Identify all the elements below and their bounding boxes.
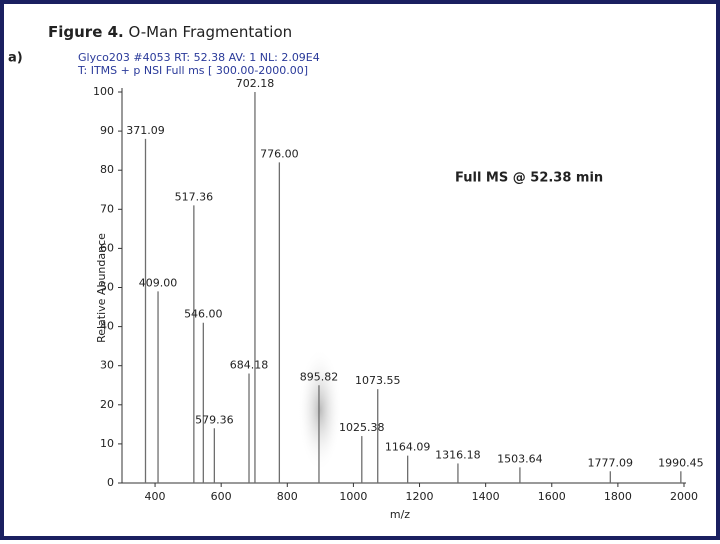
peak-label: 684.18 <box>230 359 269 372</box>
peak-label: 776.00 <box>260 147 299 160</box>
peak-label: 1025.38 <box>339 421 385 434</box>
x-tick-label: 1800 <box>604 490 632 503</box>
peak-label: 1503.64 <box>497 452 543 465</box>
peak-label: 579.36 <box>195 413 234 426</box>
y-tick-label: 40 <box>100 320 114 333</box>
x-tick-label: 800 <box>277 490 298 503</box>
y-axis-label: Relative Abundance <box>95 233 108 343</box>
peak-label: 517.36 <box>175 190 214 203</box>
x-axis-label: m/z <box>390 508 410 521</box>
y-tick-label: 30 <box>100 359 114 372</box>
x-tick-label: 400 <box>145 490 166 503</box>
peak-label: 1316.18 <box>435 448 481 461</box>
y-tick-label: 20 <box>100 398 114 411</box>
y-tick-label: 60 <box>100 241 114 254</box>
panel-label: a) <box>8 51 23 66</box>
y-tick-label: 90 <box>100 124 114 137</box>
y-tick-label: 100 <box>93 85 114 98</box>
y-tick-label: 0 <box>107 476 114 489</box>
annotation: Full MS @ 52.38 min <box>455 171 603 186</box>
header-line: Glyco203 #4053 RT: 52.38 AV: 1 NL: 2.09E… <box>78 51 320 64</box>
peak-label: 546.00 <box>184 308 223 321</box>
x-tick-label: 1200 <box>406 490 434 503</box>
peak-label: 1164.09 <box>385 441 431 454</box>
x-tick-label: 600 <box>211 490 232 503</box>
header-line: T: ITMS + p NSI Full ms [ 300.00-2000.00… <box>77 64 308 77</box>
y-tick-label: 50 <box>100 281 114 294</box>
x-tick-label: 2000 <box>670 490 698 503</box>
peak-label: 1777.09 <box>588 456 634 469</box>
y-tick-label: 80 <box>100 163 114 176</box>
y-tick-label: 70 <box>100 202 114 215</box>
peak-label: 1990.45 <box>658 456 704 469</box>
peak-label: 895.82 <box>300 370 339 383</box>
peak-label: 371.09 <box>126 124 165 137</box>
highlight <box>298 348 342 472</box>
title: Figure 4. O-Man Fragmentation <box>48 23 292 41</box>
peak-label: 1073.55 <box>355 374 401 387</box>
x-tick-label: 1600 <box>538 490 566 503</box>
x-tick-label: 1400 <box>472 490 500 503</box>
y-tick-label: 10 <box>100 437 114 450</box>
x-tick-label: 1000 <box>339 490 367 503</box>
peak-label: 409.00 <box>139 276 178 289</box>
peak-label: 702.18 <box>236 77 275 90</box>
